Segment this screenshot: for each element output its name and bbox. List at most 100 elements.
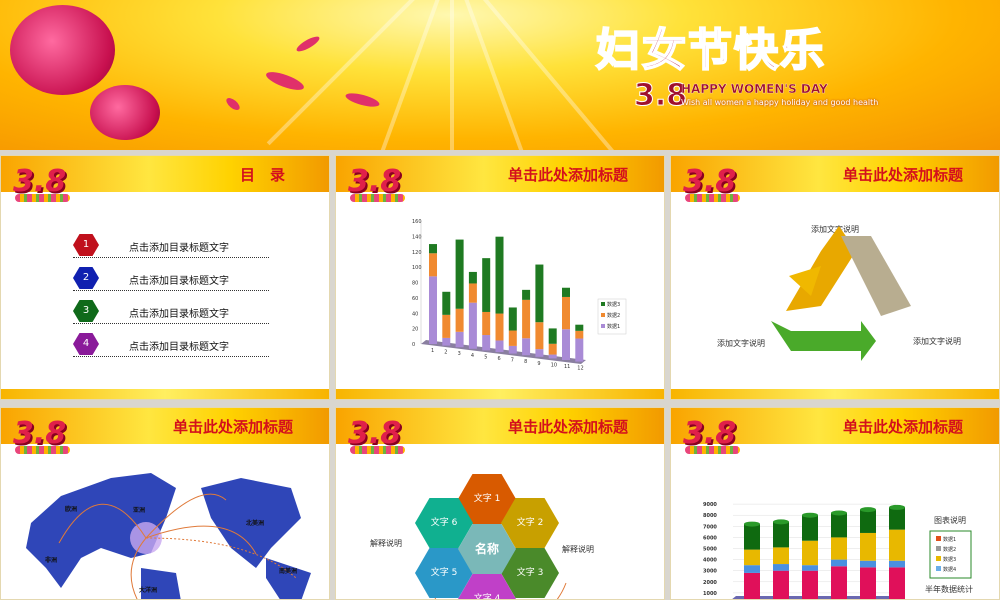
y-tick-label: 60 [412, 296, 418, 302]
x-tick-label: 1 [431, 348, 434, 354]
x-tick-label: 5 [484, 354, 487, 360]
y-tick-label: 3000 [703, 569, 717, 575]
hero-number: 3.8 [633, 78, 688, 114]
y-tick-label: 6000 [703, 535, 717, 541]
x-tick-label: 8 [524, 359, 527, 365]
note-left: 解释说明 [370, 539, 402, 548]
x-tick-label: 4 [471, 353, 474, 359]
slide-title: 单击此处添加标题 [842, 166, 963, 184]
bar-segment [535, 264, 544, 323]
bar-segment [495, 313, 504, 341]
legend-label: 数据3 [607, 301, 620, 308]
slide-title: 单击此处添加标题 [507, 418, 628, 436]
bar-segment [429, 244, 437, 254]
bar-segment [442, 314, 451, 338]
bar-segment [548, 354, 557, 359]
slide-map[interactable]: 3.8 单击此处添加标题 欧洲 亚洲 北美洲 非洲 南美洲 大洋洲 [0, 407, 330, 600]
bar-segment [860, 567, 876, 599]
slide-bar-chart[interactable]: 3.8 单击此处添加标题 0 20 40 60 80 100 120 140 160 1 2 3 4 5 6… [335, 155, 665, 400]
bar-segment [535, 322, 544, 350]
map-label-asia: 亚洲 [133, 507, 146, 514]
legend-swatch [936, 536, 941, 541]
x-tick-label: 7 [511, 358, 514, 364]
bar-segment [831, 537, 847, 560]
cylinder-top [802, 512, 818, 518]
map-label-north-america: 北美洲 [246, 520, 265, 527]
y-tick-label: 100 [412, 265, 422, 271]
recycle-arrows-icon [771, 226, 911, 361]
toc-number-badge: 4 [73, 333, 99, 355]
bar-segment [548, 343, 557, 355]
bar-segment [744, 565, 760, 573]
map-label-oceania: 大洋洲 [139, 587, 158, 594]
y-tick-label: 0 [412, 342, 415, 348]
bar-segment [802, 540, 818, 566]
slide-title: 单击此处添加标题 [507, 166, 628, 184]
bar-segment [831, 559, 847, 567]
bar-segment [773, 521, 789, 548]
bar-segment [508, 330, 517, 346]
slide-toc[interactable]: 3.8 目 录 1 点击添加目录标题文字 2 点击添加目录标题文字 3 点击添加目录标题文… [0, 155, 330, 400]
map-label-africa: 非洲 [45, 557, 58, 564]
bar-segment [522, 299, 531, 339]
rose-image [90, 85, 160, 140]
map-label-south-america: 南美洲 [279, 568, 298, 575]
label-top: 添加文字说明 [811, 225, 859, 234]
y-tick-label: 8000 [703, 513, 717, 519]
toc-item-text: 点击添加目录标题文字 [129, 243, 229, 254]
bar-segment [575, 330, 584, 339]
slide-title: 单击此处添加标题 [842, 418, 963, 436]
bar-segment [802, 515, 818, 541]
y-tick-label: 7000 [703, 524, 717, 530]
x-tick-label: 11 [564, 364, 570, 370]
toc-item[interactable]: 3 点击添加目录标题文字 [73, 300, 269, 324]
bar-segment [860, 532, 876, 561]
bar-segment [744, 572, 760, 599]
toc-number-badge: 2 [73, 267, 99, 289]
bar-segment [442, 337, 451, 346]
bar-segment [744, 549, 760, 566]
slide-cylinder-chart[interactable]: 3.8 单击此处添加标题 1000 2000 3000 4000 5000 6000 700… [670, 407, 1000, 600]
bar-segment [429, 253, 437, 277]
legend-label: 数据2 [607, 312, 620, 319]
cylinder-top [860, 507, 876, 513]
legend-label: 数据4 [943, 566, 956, 573]
map-label-europe: 欧洲 [65, 506, 78, 513]
legend-swatch [936, 566, 941, 571]
label-left: 添加文字说明 [717, 339, 765, 348]
x-tick-label: 10 [551, 362, 557, 368]
cylinder-top [889, 504, 905, 510]
bar-segment [773, 547, 789, 565]
cylinder-bar-chart: 1000 2000 3000 4000 5000 6000 7000 8000 9000 数据1 数… [703, 502, 972, 599]
slide-cycle[interactable]: 3.8 单击此处添加标题 添加文字说明 添加文字说明 添加文字说明 [670, 155, 1000, 400]
slide-title: 目 录 [239, 166, 285, 184]
bar-segment [482, 311, 491, 336]
bar-segment [455, 331, 464, 348]
toc-item[interactable]: 4 点击添加目录标题文字 [73, 333, 269, 357]
bar-segment [889, 560, 905, 568]
bar-segment [860, 509, 876, 533]
header-banner: 妇女节快乐 3.8 HAPPY WOMEN'S DAY Wish all wom… [0, 0, 1000, 150]
cylinder-top [831, 510, 847, 516]
label-right: 添加文字说明 [913, 337, 961, 346]
legend-swatch [936, 546, 941, 551]
toc-item[interactable]: 2 点击添加目录标题文字 [73, 267, 269, 291]
slide-hexagons[interactable]: 3.8 单击此处添加标题 文字 1 文字 2 文字 3 文字 4 文字 5 文字… [335, 407, 665, 600]
toc-item[interactable]: 1 点击添加目录标题文字 [73, 234, 269, 258]
legend-label: 数据2 [943, 546, 956, 553]
bar-segment [802, 570, 818, 599]
y-tick-label: 140 [412, 234, 422, 240]
bar-segment [482, 335, 491, 351]
legend-swatch [601, 324, 605, 328]
bar-segment [535, 349, 544, 357]
x-tick-label: 6 [498, 356, 501, 362]
legend-swatch [601, 302, 605, 306]
bar-segment [575, 324, 584, 331]
y-tick-label: 9000 [703, 502, 717, 508]
logo-38: 3.8 [348, 416, 402, 451]
bar-segment [468, 271, 477, 284]
chart-caption: 半年数据统计 [925, 585, 973, 594]
hero-title: 妇女节快乐 [595, 24, 826, 77]
bar-segment [455, 239, 464, 309]
